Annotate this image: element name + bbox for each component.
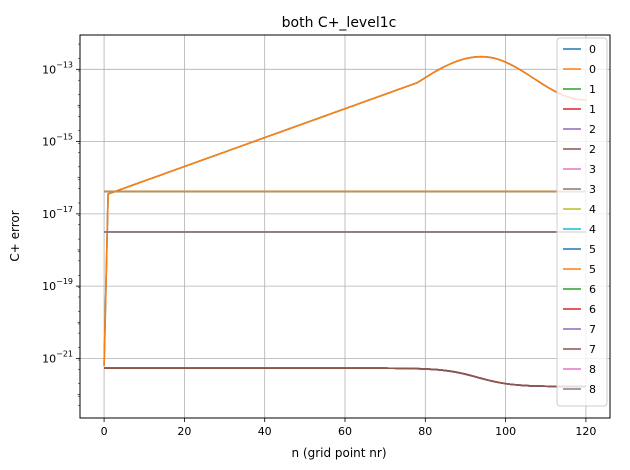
legend-label: 4 (589, 223, 596, 236)
legend-label: 5 (589, 263, 596, 276)
legend-label: 3 (589, 183, 596, 196)
legend-label: 5 (589, 243, 596, 256)
legend-label: 6 (589, 283, 596, 296)
legend-label: 0 (589, 63, 596, 76)
legend-label: 3 (589, 163, 596, 176)
y-tick-exponent: −19 (56, 277, 73, 286)
legend-label: 0 (589, 43, 596, 56)
legend-label: 4 (589, 203, 596, 216)
x-tick-label: 100 (495, 425, 516, 438)
legend-label: 2 (589, 123, 596, 136)
chart-title: both C+_level1c (282, 15, 397, 31)
series-line-15 (104, 367, 586, 388)
y-tick-base: 10 (42, 63, 56, 76)
y-tick-label: 10−17 (42, 205, 73, 221)
x-axis-label: n (grid point nr) (291, 446, 386, 460)
legend-label: 7 (589, 343, 596, 356)
y-tick-exponent: −15 (56, 133, 73, 142)
series-layer (103, 55, 586, 388)
y-tick-base: 10 (42, 352, 56, 365)
grid (80, 35, 610, 418)
legend-label: 6 (589, 303, 596, 316)
y-tick-exponent: −21 (56, 349, 73, 358)
x-axis: 0 20 40 60 80 100 120 (101, 418, 596, 438)
legend-label: 2 (589, 143, 596, 156)
y-tick-exponent: −17 (56, 205, 73, 214)
y-tick-label: 10−15 (42, 133, 73, 149)
x-tick-label: 0 (101, 425, 108, 438)
x-tick-label: 120 (575, 425, 596, 438)
legend-label: 1 (589, 103, 596, 116)
legend-label: 1 (589, 83, 596, 96)
legend-label: 8 (589, 383, 596, 396)
y-tick-label: 10−21 (42, 349, 73, 365)
y-tick-label: 10−19 (42, 277, 73, 293)
legend: 0 0 1 1 2 2 3 3 4 4 5 5 6 6 7 7 8 8 (556, 37, 608, 407)
series-line-1 (103, 55, 586, 366)
y-tick-label: 10−13 (42, 60, 73, 76)
y-tick-exponent: −13 (56, 60, 73, 69)
y-tick-base: 10 (42, 280, 56, 293)
legend-label: 7 (589, 323, 596, 336)
x-tick-label: 80 (418, 425, 432, 438)
y-tick-base: 10 (42, 136, 56, 149)
x-tick-label: 20 (177, 425, 191, 438)
x-tick-label: 40 (258, 425, 272, 438)
x-tick-label: 60 (338, 425, 352, 438)
y-axis-label: C+ error (8, 210, 22, 261)
y-tick-base: 10 (42, 208, 56, 221)
legend-label: 8 (589, 363, 596, 376)
legend-box (556, 37, 608, 407)
